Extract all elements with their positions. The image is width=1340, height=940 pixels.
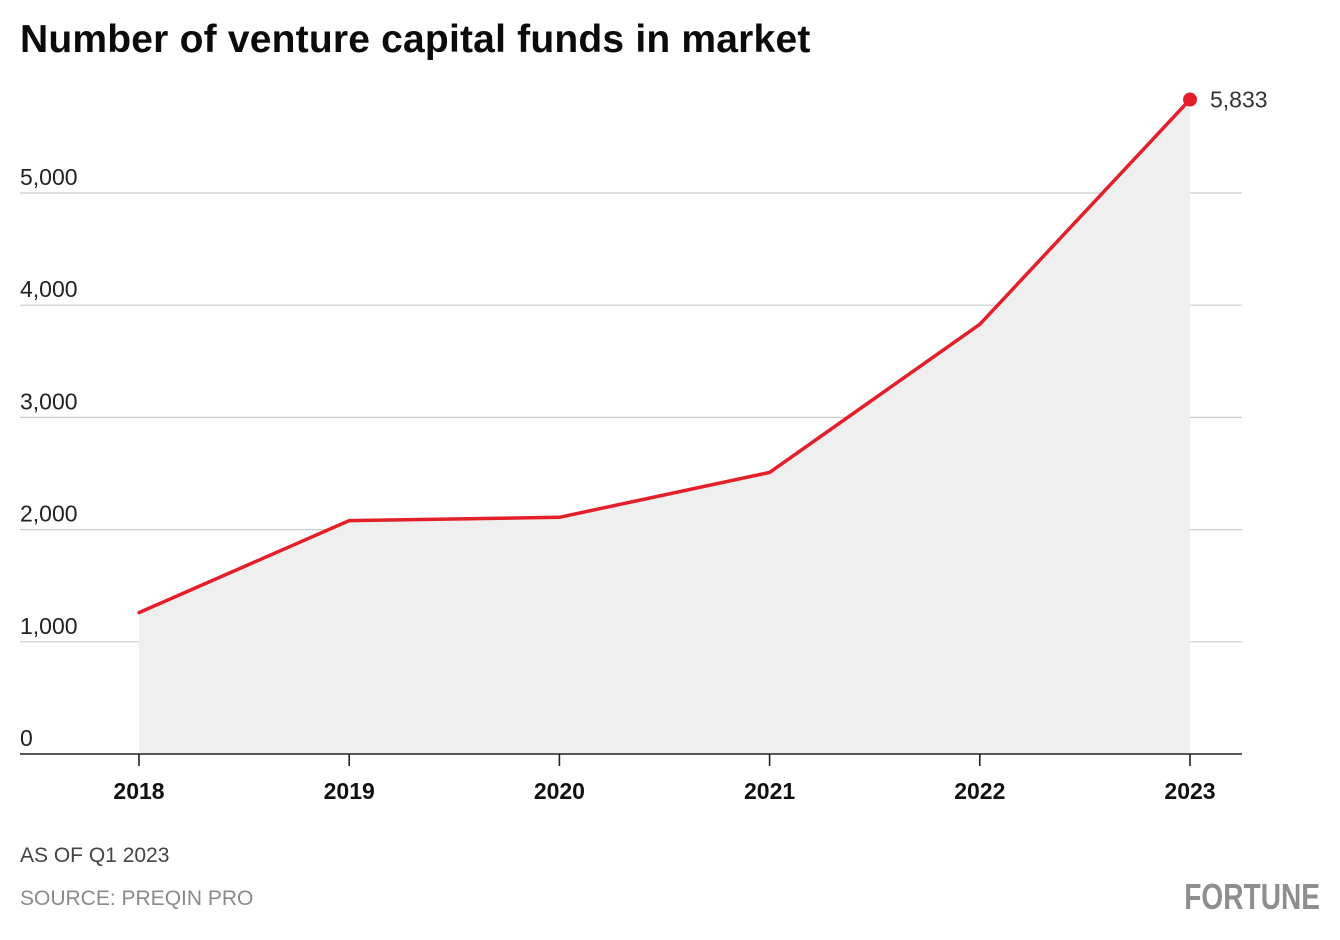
area-fill-group (139, 99, 1190, 754)
x-tick-label: 2022 (954, 778, 1005, 804)
y-tick-label: 1,000 (20, 613, 78, 639)
y-axis-ticks: 0 1,000 2,000 3,000 4,000 5,000 (20, 164, 78, 751)
series-line (137, 97, 1192, 615)
x-tick-label: 2020 (534, 778, 585, 804)
y-tick-label: 5,000 (20, 164, 78, 190)
footnote: AS OF Q1 2023 (20, 844, 170, 867)
series-line-group (137, 97, 1192, 615)
y-tick-label: 4,000 (20, 276, 78, 302)
fortune-logo: FORTUNE (1184, 876, 1320, 917)
x-tick-label: 2018 (113, 778, 164, 804)
data-label: 5,833 (1210, 87, 1268, 113)
chart-title: Number of venture capital funds in marke… (20, 18, 811, 61)
y-tick-label: 0 (20, 725, 33, 751)
area-fill (139, 99, 1190, 754)
endpoint-marker (1183, 92, 1197, 107)
x-tick-label: 2023 (1164, 778, 1215, 804)
y-tick-label: 2,000 (20, 501, 78, 527)
x-axis-ticks: 2018 2019 2020 2021 2022 2023 (113, 754, 1216, 804)
source-credit: SOURCE: PREQIN PRO (20, 887, 254, 910)
x-tick-label: 2021 (744, 778, 795, 804)
x-tick-label: 2019 (324, 778, 375, 804)
y-tick-label: 3,000 (20, 388, 78, 414)
annotations: 5,833 (1183, 87, 1268, 113)
